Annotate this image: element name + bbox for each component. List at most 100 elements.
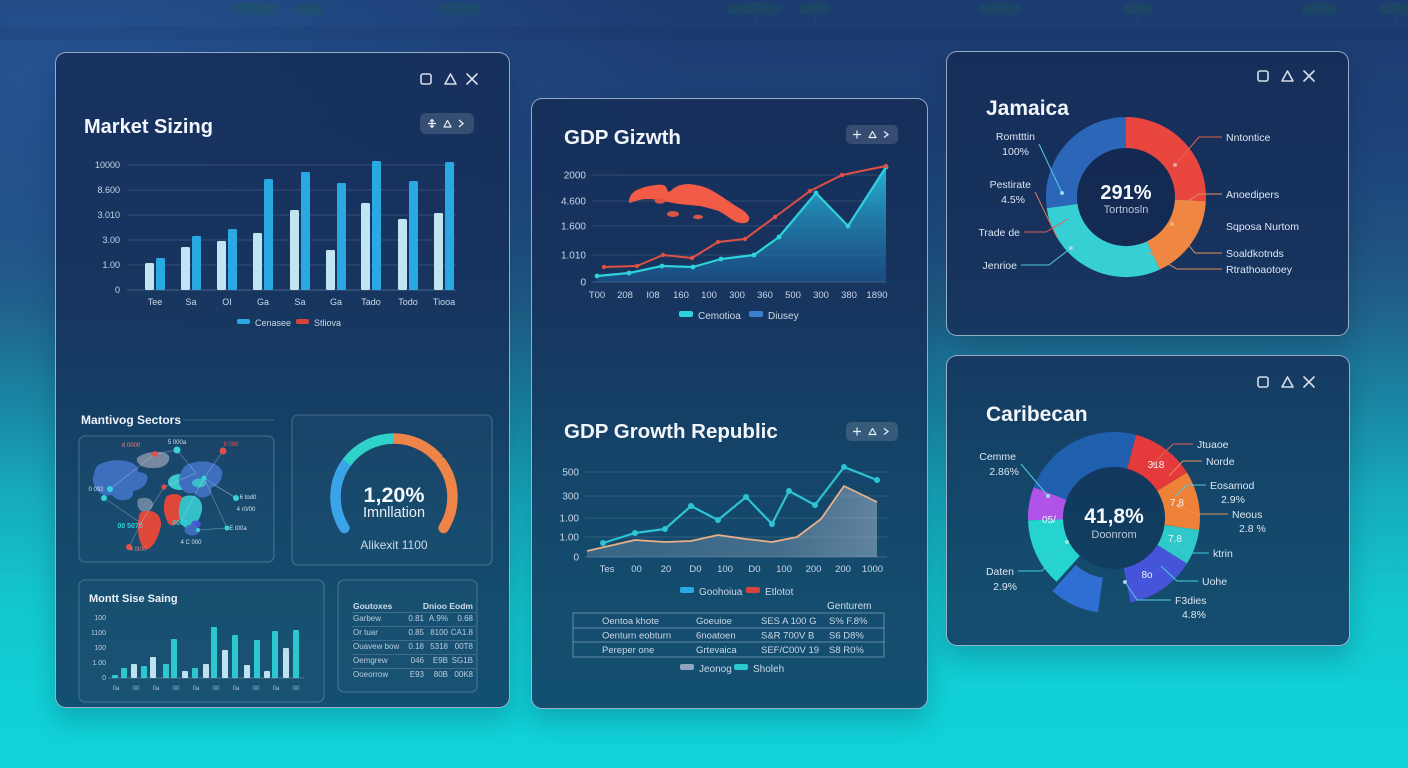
svg-text:100: 100 [701,290,717,301]
svg-text:318: 318 [1148,460,1165,471]
svg-text:1100: 1100 [91,630,106,637]
svg-text:100: 100 [94,615,106,622]
svg-text:80B: 80B [434,670,448,679]
svg-text:00: 00 [173,686,180,692]
svg-text:Genturem: Genturem [827,601,871,612]
svg-text:100%: 100% [1002,146,1029,158]
svg-text:8o: 8o [1141,570,1153,581]
svg-text:Oentoa khote: Oentoa khote [602,616,659,627]
svg-text:0: 0 [573,553,579,564]
svg-text:Goohoiua: Goohoiua [699,587,743,598]
svg-text:10000: 10000 [95,160,120,170]
svg-text:41,8%: 41,8% [1084,505,1144,528]
svg-text:S% F.8%: S% F.8% [829,616,868,627]
svg-text:Doonrom: Doonrom [1091,529,1136,541]
svg-text:E9B: E9B [433,656,448,665]
svg-text:D0: D0 [748,564,760,575]
svg-text:4.8%: 4.8% [1182,609,1206,621]
svg-text:Sa: Sa [185,297,196,307]
svg-text:Trade de: Trade de [978,227,1020,239]
svg-text:0.68: 0.68 [457,614,473,623]
svg-text:Romtttin: Romtttin [996,131,1035,143]
svg-text:3.00: 3.00 [102,235,120,245]
svg-text:1.600: 1.600 [561,222,586,233]
svg-text:0a: 0a [233,686,240,692]
svg-text:6 tod0: 6 tod0 [240,495,257,501]
svg-text:Mantivog Sectors: Mantivog Sectors [81,413,181,427]
svg-text:00: 00 [133,686,140,692]
svg-text:100: 100 [717,564,733,575]
svg-text:100: 100 [776,564,792,575]
svg-text:Jeonog: Jeonog [699,664,732,675]
svg-text:00 5070: 00 5070 [117,523,142,530]
svg-text:Rtrathoaotoey: Rtrathoaotoey [1226,264,1293,276]
svg-text:Uohe: Uohe [1202,576,1227,588]
svg-text:380: 380 [841,290,857,301]
svg-text:5 000a: 5 000a [168,440,187,446]
svg-text:Nntontice: Nntontice [1226,132,1271,144]
svg-text:Dnioo: Dnioo [423,601,447,611]
svg-text:2000: 2000 [564,171,587,182]
svg-text:Tes: Tes [600,564,615,575]
svg-text:0: 0 [102,675,106,682]
svg-text:8100: 8100 [430,628,448,637]
svg-text:500: 500 [785,290,801,301]
svg-text:0.81: 0.81 [408,614,424,623]
svg-text:0.18: 0.18 [408,642,424,651]
svg-text:1890: 1890 [866,290,887,301]
svg-text:00: 00 [213,686,220,692]
svg-text:SG1B: SG1B [452,656,473,665]
svg-text:S8 R0%: S8 R0% [829,645,864,656]
svg-text:Ooeorrow: Ooeorrow [353,670,388,679]
svg-text:3.010: 3.010 [97,210,120,220]
svg-text:Oenturn eobturn: Oenturn eobturn [602,631,671,642]
svg-text:Jtuaoe: Jtuaoe [1197,439,1229,451]
svg-text:Sholeh: Sholeh [753,664,784,675]
svg-text:1.00: 1.00 [92,660,106,667]
svg-text:Sa: Sa [294,297,305,307]
svg-text:1.010: 1.010 [561,251,586,262]
svg-text:Eodm: Eodm [449,601,473,611]
svg-text:Market Sizing: Market Sizing [84,116,213,138]
svg-text:GDP Growth Republic: GDP Growth Republic [564,420,778,443]
svg-text:0000: 0000 [172,520,188,527]
svg-text:Montt Sise Saing: Montt Sise Saing [89,593,178,605]
svg-text:00K8: 00K8 [454,670,473,679]
svg-text:1.00: 1.00 [102,260,120,270]
svg-text:00: 00 [293,686,300,692]
svg-text:7.8: 7.8 [1170,498,1184,509]
svg-text:ktrin: ktrin [1213,548,1233,560]
svg-text:5318: 5318 [430,642,448,651]
svg-text:2.9%: 2.9% [993,581,1017,593]
svg-text:300: 300 [562,492,579,503]
svg-text:Stliova: Stliova [314,318,341,328]
svg-text:Imnllation: Imnllation [363,505,425,521]
svg-text:4.5%: 4.5% [1001,194,1025,206]
svg-text:S&R 700V B: S&R 700V B [761,631,814,642]
svg-text:20: 20 [661,564,672,575]
svg-text:Pestirate: Pestirate [990,179,1032,191]
svg-text:E93: E93 [410,670,425,679]
svg-text:6noatoen: 6noatoen [696,631,736,642]
svg-text:OI: OI [222,297,232,307]
svg-text:7.8: 7.8 [1168,534,1182,545]
svg-text:4.600: 4.600 [561,197,586,208]
svg-text:Cemotioa: Cemotioa [698,311,741,322]
svg-text:Ga: Ga [330,297,342,307]
svg-text:CA1.8: CA1.8 [451,628,474,637]
svg-text:Tiooa: Tiooa [433,297,455,307]
svg-text:Or tuar: Or tuar [353,628,378,637]
svg-text:Cenasee: Cenasee [255,318,291,328]
svg-text:00: 00 [253,686,260,692]
svg-text:2.86%: 2.86% [989,466,1019,478]
svg-text:1,20%: 1,20% [364,483,425,507]
svg-text:Anoedipers: Anoedipers [1226,189,1279,201]
svg-text:0a: 0a [273,686,280,692]
svg-text:Ouavew bow: Ouavew bow [353,642,399,651]
svg-text:200: 200 [835,564,851,575]
svg-text:4 r0/00: 4 r0/00 [237,507,256,513]
svg-text:160: 160 [673,290,689,301]
svg-text:0a: 0a [153,686,160,692]
svg-text:0 092: 0 092 [88,487,104,493]
svg-text:Alikexit 1100: Alikexit 1100 [360,538,427,552]
